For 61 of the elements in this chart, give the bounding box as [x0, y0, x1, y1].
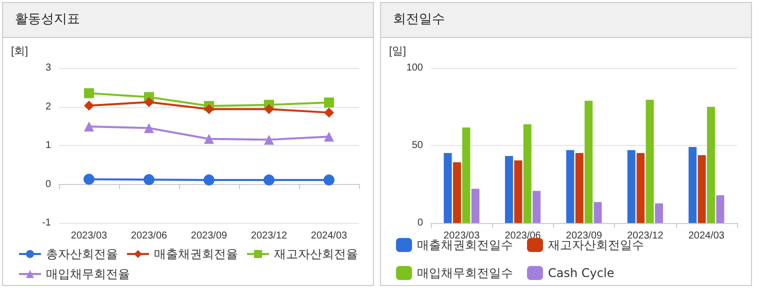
x-tick-label: 2023/09: [190, 230, 228, 242]
point: [84, 88, 94, 98]
bar: [532, 190, 541, 223]
y-axis-title: [일]: [389, 46, 406, 58]
point: [264, 104, 274, 114]
point: [84, 122, 94, 132]
bar: [707, 106, 715, 223]
chart-title: 활동성지표: [3, 3, 373, 38]
bar: [698, 155, 706, 223]
y-tick-label: 50: [412, 140, 424, 151]
point: [144, 97, 154, 108]
point: [84, 174, 94, 185]
bar: [514, 160, 522, 223]
point: [324, 108, 334, 118]
bar: [444, 152, 452, 223]
bar: [523, 124, 532, 223]
y-tick-label: 0: [45, 178, 52, 190]
point: [84, 100, 94, 111]
x-tick-label: 2023/06: [130, 230, 168, 242]
legend-label: 매출채권회전율: [154, 247, 238, 261]
x-tick-label: 2023/03: [70, 230, 108, 242]
bar: [627, 150, 636, 223]
bar: [646, 100, 654, 223]
x-tick-label: 2023/12: [250, 230, 288, 242]
bar: [636, 152, 645, 223]
bar: [716, 195, 724, 223]
y-axis-title: [회]: [11, 46, 28, 58]
y-tick-label: 2: [45, 101, 52, 112]
bar: [655, 203, 663, 223]
bar: [575, 152, 584, 223]
bar: [505, 156, 513, 223]
bar: [688, 147, 697, 223]
x-tick-label: 2024/03: [310, 230, 348, 242]
point: [324, 132, 334, 142]
y-tick-label: -1: [42, 218, 52, 228]
point: [144, 174, 154, 186]
bar: [566, 150, 574, 223]
point: [204, 174, 214, 186]
bar: [594, 202, 602, 223]
point: [144, 123, 154, 134]
point: [264, 174, 274, 186]
legend-label: 매입채무회전율: [46, 267, 130, 281]
y-tick-label: 100: [406, 62, 424, 74]
bar: [462, 128, 470, 223]
y-tick-label: 3: [45, 62, 52, 74]
bar: [584, 100, 593, 223]
legend-label: Cash Cycle: [548, 266, 614, 280]
y-tick-label: 0: [417, 218, 424, 228]
legend-label: 재고자산회전율: [274, 247, 358, 261]
legend-label: 매입채무회전일수: [417, 266, 513, 280]
y-tick-label: 1: [45, 140, 52, 151]
bar: [453, 162, 461, 223]
x-tick-label: 2024/03: [688, 230, 725, 242]
legend-label: 총자산회전율: [46, 247, 118, 261]
point: [264, 134, 274, 145]
chart-title: 회전일수: [381, 3, 751, 38]
point: [324, 174, 334, 186]
bar: [471, 188, 480, 223]
point: [324, 97, 334, 108]
point: [204, 104, 214, 114]
point: [204, 134, 214, 144]
